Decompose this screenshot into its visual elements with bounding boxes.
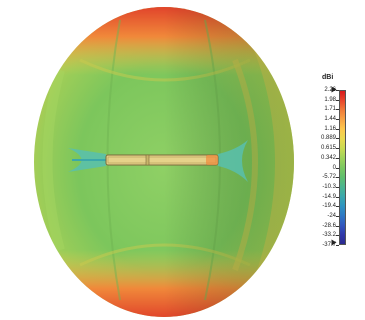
legend-tick-mark: [336, 148, 339, 150]
legend-tick-mark: [336, 235, 339, 237]
legend-tick-mark: [336, 206, 339, 208]
dipole-feed-gap: [145, 154, 150, 166]
legend-tick-mark: [336, 109, 339, 111]
legend-tick-label: 1.44: [324, 116, 336, 123]
legend-tick-label: -37.7: [322, 242, 336, 248]
legend-unit-label: dBi: [322, 74, 334, 81]
color-scale-legend: dBi 2.26 1.98 1.71 1.44 1.16 0.889 0.615 0.342 0…: [314, 74, 364, 254]
legend-color-bar: [339, 90, 346, 245]
dipole-antenna: [105, 154, 219, 166]
legend-tick-label: 1.71: [324, 106, 336, 113]
legend-tick-label: 0.342: [320, 154, 336, 161]
legend-tick-label: 0.615: [320, 145, 336, 152]
legend-tick-label: -24: [327, 212, 336, 219]
legend-tick-mark: [336, 177, 339, 179]
legend-tick-mark: [336, 90, 339, 91]
legend-tick-mark: [336, 245, 339, 246]
legend-tick-mark: [336, 138, 339, 140]
legend-tick-mark: [336, 119, 339, 121]
legend-tick-mark: [336, 186, 339, 188]
legend-tick-mark: [336, 99, 339, 101]
legend-tick-label: 1.16: [324, 125, 336, 132]
legend-tick-label: -10.3: [322, 183, 336, 190]
legend-tick-label: -19.4: [322, 203, 336, 210]
legend-tick-label: 2.26: [324, 87, 336, 93]
legend-tick-label: -33.2: [322, 232, 336, 239]
legend-tick-mark: [336, 128, 339, 130]
legend-tick-label: -5.72: [322, 174, 336, 181]
legend-tick-mark: [336, 225, 339, 227]
legend-tick-mark: [336, 167, 339, 169]
legend-tick-label: 0.889: [320, 135, 336, 142]
legend-tick-label: 1.98: [324, 96, 336, 103]
legend-tick-mark: [336, 157, 339, 159]
legend-tick-mark: [336, 196, 339, 198]
legend-tick-label: -28.6: [322, 222, 336, 229]
legend-tick-label: 0: [332, 164, 336, 171]
legend-tick-mark: [336, 215, 339, 217]
legend-tick-label: -14.9: [322, 193, 336, 200]
